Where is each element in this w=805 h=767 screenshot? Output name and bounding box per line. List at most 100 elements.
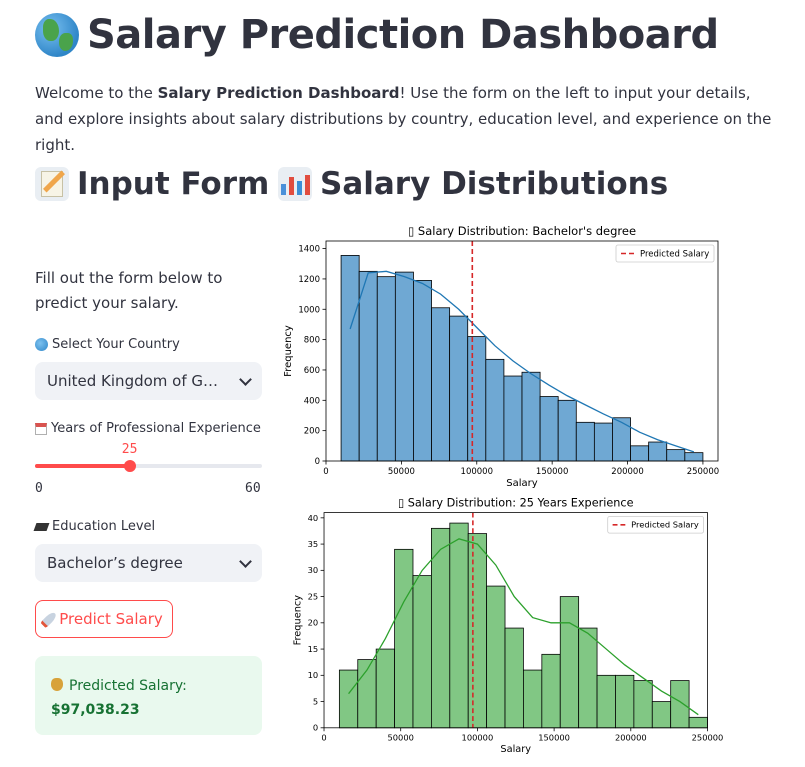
plot-frame	[323, 512, 708, 729]
x-tick-label: 50000	[388, 467, 415, 477]
histogram-bar	[651, 701, 672, 729]
histogram-bar	[449, 315, 469, 462]
experience-salary-histogram: ▯ Salary Distribution: 25 Years Experien…	[293, 497, 724, 756]
histogram-bar	[593, 422, 613, 462]
histogram-bar	[340, 255, 360, 462]
education-label-text: Education Level	[52, 519, 156, 534]
x-axis-label: Salary	[500, 744, 531, 755]
kde-line	[349, 270, 695, 453]
country-label: Select Your Country	[35, 337, 180, 352]
histogram-bar	[615, 674, 635, 729]
histogram-bar	[375, 648, 395, 729]
intro-text: Welcome to the Salary Prediction Dashboa…	[35, 80, 775, 158]
bar-chart-icon	[278, 167, 312, 201]
page-title: Salary Prediction Dashboard	[35, 12, 719, 58]
y-tick-label: 15	[308, 644, 319, 654]
y-axis-label: Frequency	[293, 595, 304, 646]
histogram-bar	[575, 421, 595, 462]
histogram-bar	[376, 276, 396, 462]
histogram-bar	[431, 527, 451, 729]
y-tick-label: 200	[304, 427, 320, 437]
y-tick-label: 400	[304, 396, 320, 406]
histogram-bar	[338, 669, 359, 729]
x-tick-label: 100000	[461, 467, 493, 477]
form-description: Fill out the form below to predict your …	[35, 269, 223, 312]
histogram-bar	[521, 371, 541, 462]
predict-salary-button[interactable]: Predict Salary	[35, 600, 173, 638]
histogram-bar	[666, 449, 686, 462]
histogram-bar	[630, 445, 650, 462]
histogram-bar	[467, 336, 487, 462]
graduation-cap-icon	[33, 522, 50, 531]
globe-icon	[35, 13, 79, 57]
experience-label: Years of Professional Experience	[35, 421, 261, 436]
chevron-down-icon	[239, 372, 252, 386]
histogram-bar	[485, 358, 505, 462]
calendar-icon	[35, 422, 47, 435]
y-tick-label: 1200	[298, 275, 320, 285]
rocket-icon	[40, 610, 59, 628]
histogram-bar	[541, 653, 561, 729]
x-axis-label: Salary	[506, 478, 537, 489]
histogram-bar	[596, 674, 616, 729]
experience-slider-thumb[interactable]	[123, 460, 136, 472]
country-label-text: Select Your Country	[52, 337, 180, 352]
y-tick-label: 600	[304, 366, 320, 376]
x-tick-label: 150000	[538, 733, 570, 743]
histogram-bar	[670, 680, 690, 729]
histogram-bar	[557, 399, 577, 462]
money-bag-icon	[51, 678, 63, 691]
salary-distributions-heading-text: Salary Distributions	[320, 166, 669, 202]
histogram-bar	[523, 669, 543, 729]
legend-label: Predicted Salary	[631, 520, 699, 530]
y-tick-label: 10	[308, 670, 319, 680]
legend-box	[615, 244, 715, 263]
predicted-salary-box: Predicted Salary: $97,038.23	[35, 656, 262, 735]
experience-slider[interactable]	[35, 460, 262, 472]
histogram-bar	[394, 271, 414, 462]
histogram-bar	[486, 585, 506, 729]
country-select-value: United Kingdom of Great Britain and Nort…	[47, 372, 223, 390]
predicted-salary-label-row: Predicted Salary:	[51, 674, 246, 698]
predicted-salary-label: Predicted Salary:	[69, 678, 187, 694]
x-tick-label: 200000	[611, 467, 643, 477]
x-tick-label: 0	[323, 467, 328, 477]
globe-small-icon	[35, 338, 48, 351]
y-tick-label: 20	[308, 618, 319, 628]
y-tick-label: 35	[308, 539, 319, 549]
y-tick-label: 800	[304, 336, 320, 346]
histogram-bar	[358, 270, 378, 462]
plot-frame	[325, 240, 719, 462]
x-tick-label: 100000	[462, 733, 494, 743]
y-tick-label: 0	[315, 457, 320, 467]
histogram-bar	[648, 441, 668, 462]
histogram-bar	[612, 417, 631, 462]
histogram-bar	[394, 548, 414, 729]
histogram-bar	[449, 522, 469, 729]
y-tick-label: 40	[308, 513, 319, 523]
histogram-bar	[503, 375, 523, 462]
chart-title: ▯ Salary Distribution: 25 Years Experien…	[398, 497, 634, 510]
memo-icon	[35, 167, 69, 201]
y-tick-label: 25	[308, 592, 319, 602]
y-tick-label: 5	[313, 696, 318, 706]
y-tick-label: 1000	[298, 305, 320, 315]
histogram-bar	[431, 307, 451, 462]
intro-suffix: ! Use the form on the left to input your…	[35, 84, 772, 154]
input-form-heading: Input Form	[35, 166, 269, 202]
x-tick-label: 50000	[388, 733, 414, 743]
kde-line	[348, 538, 699, 716]
histogram-bar	[688, 716, 708, 729]
education-select[interactable]: Bachelor’s degree	[35, 544, 262, 582]
experience-slider-max: 60	[245, 481, 261, 496]
experience-slider-min: 0	[35, 481, 43, 496]
country-select[interactable]: United Kingdom of Great Britain and Nort…	[35, 362, 262, 400]
histogram-bar	[467, 533, 488, 729]
legend-box	[607, 516, 704, 534]
education-select-value: Bachelor’s degree	[47, 554, 183, 572]
y-tick-label: 1400	[298, 245, 320, 255]
input-form-heading-text: Input Form	[77, 166, 270, 202]
experience-slider-value: 25	[121, 442, 138, 457]
education-label: Education Level	[33, 519, 156, 534]
x-tick-label: 200000	[615, 733, 647, 743]
